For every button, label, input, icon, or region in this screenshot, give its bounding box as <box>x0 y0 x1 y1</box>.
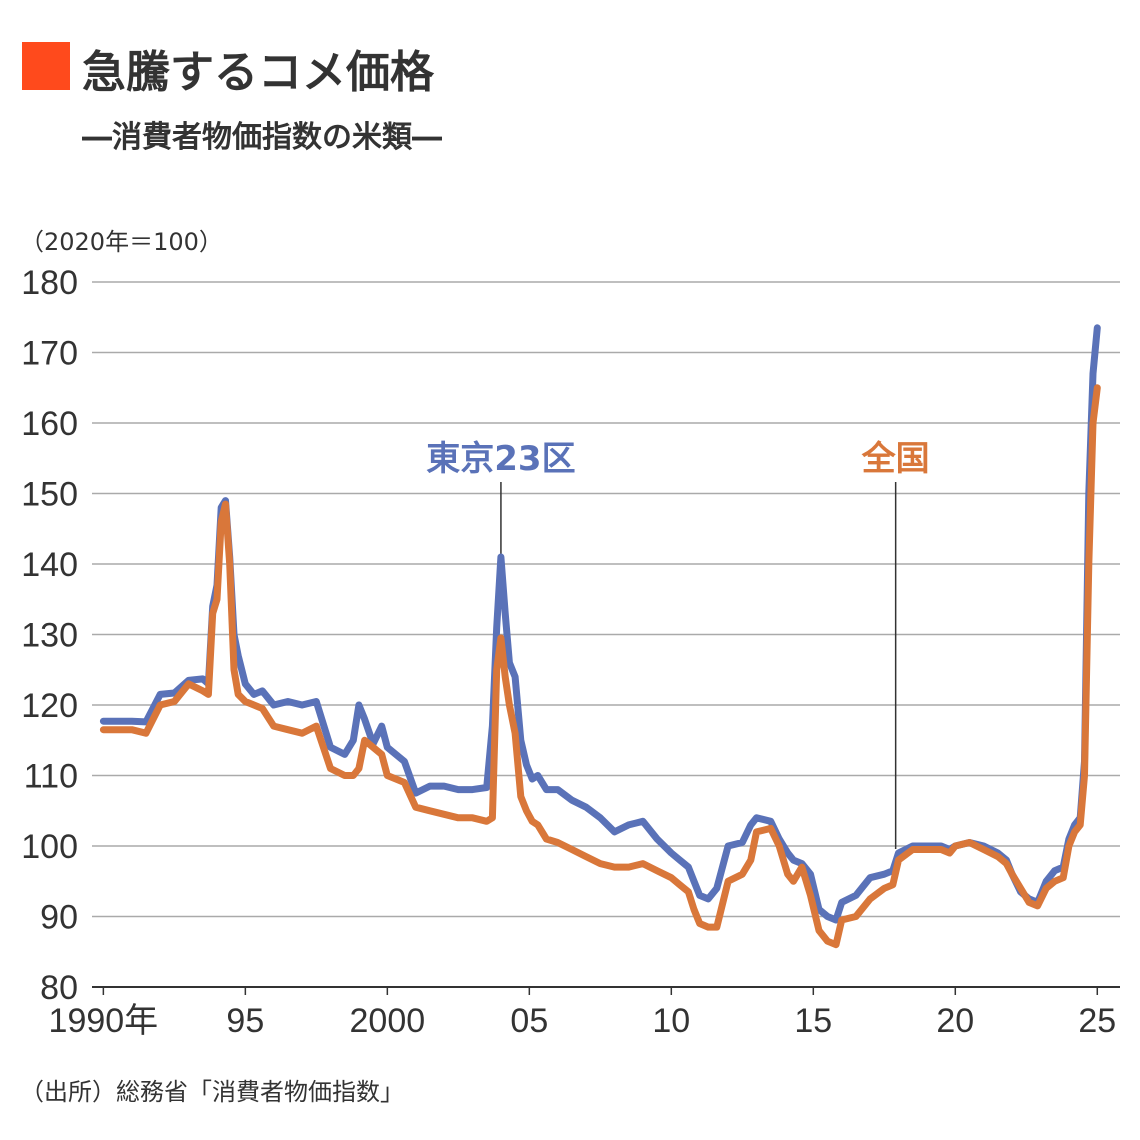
x-tick-label: 1990年 <box>49 1002 159 1040</box>
y-axis-ticks: 80 90 100 110 120 130 140 150 160 170 180 <box>21 264 78 1007</box>
chart-subtitle: ―消費者物価指数の米類― <box>82 120 442 155</box>
y-tick-label: 80 <box>40 969 78 1007</box>
title-color-mark <box>22 42 70 90</box>
y-tick-label: 110 <box>24 758 78 796</box>
x-tick-label: 10 <box>652 1002 690 1040</box>
series-label-tokyo: 東京23区 <box>426 439 575 479</box>
x-tick-label: 20 <box>936 1002 974 1040</box>
x-tick-label: 95 <box>226 1002 264 1040</box>
x-axis-ticks: 1990年 95 2000 05 10 15 20 25 <box>49 987 1116 1040</box>
series-line-national <box>99 384 1101 949</box>
chart-title: 急騰するコメ価格 <box>82 47 434 98</box>
x-tick-label: 2000 <box>350 1002 426 1040</box>
y-tick-label: 170 <box>21 335 78 373</box>
series-line-tokyo <box>99 324 1101 924</box>
y-tick-label: 120 <box>21 687 78 725</box>
series-labels: 東京23区 全国 <box>426 439 929 479</box>
y-tick-label: 150 <box>21 476 78 514</box>
y-tick-label: 140 <box>21 546 78 584</box>
y-tick-label: 100 <box>21 828 78 866</box>
annotation-leaders <box>500 482 897 850</box>
y-tick-label: 130 <box>21 617 78 655</box>
series-label-national: 全国 <box>861 439 930 479</box>
unit-note: （2020年＝100） <box>20 228 223 256</box>
x-tick-label: 15 <box>794 1002 832 1040</box>
x-tick-label: 25 <box>1078 1002 1116 1040</box>
source-note: （出所）総務省「消費者物価指数」 <box>20 1078 404 1106</box>
gridlines <box>92 281 1120 988</box>
x-tick-label: 05 <box>510 1002 548 1040</box>
y-tick-label: 90 <box>40 899 78 937</box>
y-tick-label: 160 <box>21 405 78 443</box>
y-tick-label: 180 <box>21 264 78 302</box>
series-lines <box>99 324 1101 949</box>
